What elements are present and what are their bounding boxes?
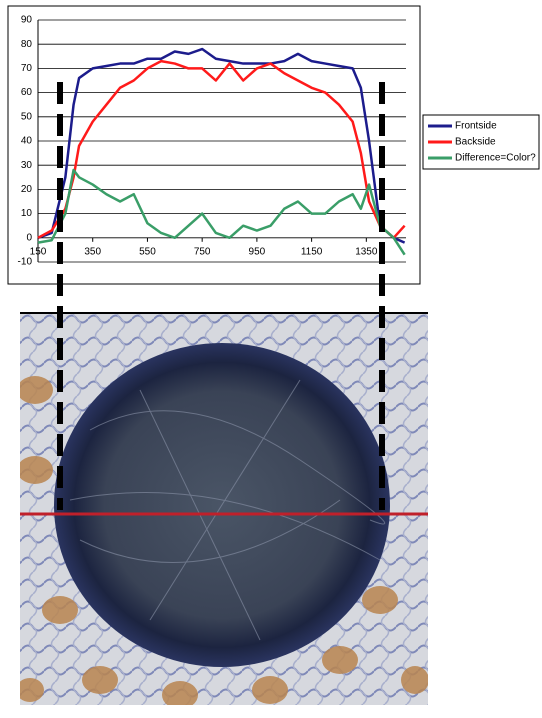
y-tick-label: 90 (21, 15, 33, 26)
photo (20, 313, 428, 705)
x-tick-label: 950 (249, 246, 266, 257)
legend-label: Backside (455, 137, 496, 148)
x-tick-label: 1350 (355, 246, 378, 257)
x-tick-label: 1150 (301, 246, 323, 257)
y-tick-label: -10 (18, 257, 33, 268)
y-tick-label: 60 (21, 87, 33, 98)
y-tick-label: 70 (21, 63, 33, 74)
y-tick-label: 80 (21, 39, 33, 50)
x-tick-label: 350 (84, 246, 101, 257)
x-tick-label: 150 (30, 246, 47, 257)
y-tick-label: 40 (21, 136, 33, 147)
y-tick-label: 10 (21, 208, 33, 219)
legend: Frontside Backside Difference=Color? (428, 121, 536, 164)
x-tick-label: 750 (194, 246, 211, 257)
guide-lines (57, 82, 385, 510)
series-line (37, 168, 406, 256)
legend-label: Difference=Color? (455, 153, 536, 164)
orange-spots (20, 376, 428, 705)
series-line (37, 47, 406, 244)
y-tick-label: 30 (21, 160, 33, 171)
y-tick-label: 20 (21, 184, 33, 195)
x-tick-label: 550 (139, 246, 156, 257)
series-line (37, 59, 406, 240)
y-tick-label: 0 (26, 232, 32, 243)
y-tick-label: 50 (21, 111, 33, 122)
legend-label: Frontside (455, 121, 497, 132)
plot: -10 0 10 20 30 40 50 60 70 80 90 150 350 550 750 950 115… (18, 15, 406, 268)
